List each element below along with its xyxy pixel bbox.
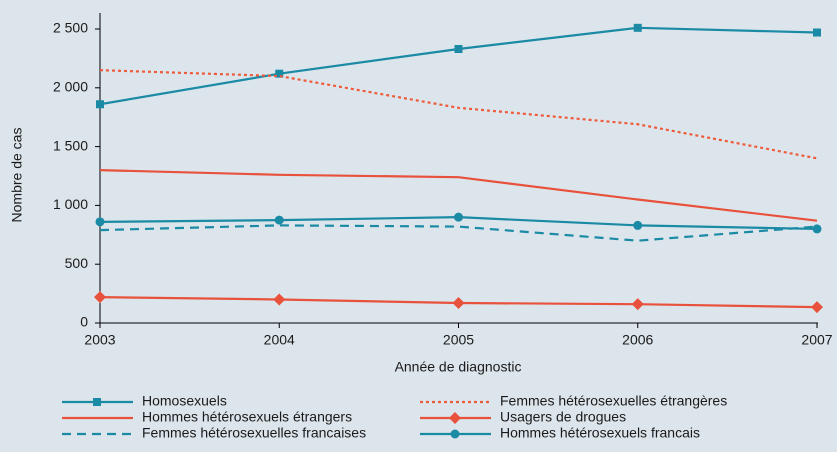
x-tick-label: 2006 bbox=[622, 332, 653, 348]
x-axis-label: Année de diagnostic bbox=[395, 359, 522, 375]
marker bbox=[96, 100, 104, 109]
y-tick-label: 1 500 bbox=[53, 137, 88, 153]
marker bbox=[452, 297, 465, 310]
y-tick-label: 500 bbox=[65, 255, 89, 271]
y-tick-label: 1 000 bbox=[53, 196, 88, 212]
x-tick-label: 2004 bbox=[264, 332, 295, 348]
legend-label: Femmes hétérosexuelles francaises bbox=[142, 425, 366, 441]
y-tick-label: 2 000 bbox=[53, 79, 88, 95]
legend-label: Usagers de drogues bbox=[500, 409, 626, 425]
x-tick-label: 2003 bbox=[84, 332, 115, 348]
x-tick-label: 2005 bbox=[443, 332, 474, 348]
marker bbox=[95, 217, 105, 227]
y-tick-label: 2 500 bbox=[53, 20, 88, 36]
series-line bbox=[99, 69, 818, 160]
marker bbox=[454, 212, 463, 222]
series-line bbox=[99, 169, 818, 222]
marker bbox=[633, 220, 643, 230]
legend-label: Hommes hétérosexuels francais bbox=[500, 425, 700, 441]
legend-marker bbox=[449, 412, 461, 424]
legend-label: Hommes hétérosexuels étrangers bbox=[142, 409, 352, 425]
marker bbox=[275, 69, 284, 78]
marker bbox=[813, 28, 821, 37]
marker bbox=[811, 301, 823, 314]
legend-marker bbox=[93, 398, 101, 406]
x-tick-label: 2007 bbox=[801, 332, 832, 348]
legend-label: Femmes hétérosexuelles étrangères bbox=[500, 393, 727, 409]
marker bbox=[94, 291, 106, 304]
legend-label: Homosexuels bbox=[142, 393, 227, 409]
y-tick-label: 0 bbox=[80, 314, 88, 330]
legend-marker bbox=[450, 429, 460, 439]
marker bbox=[633, 23, 642, 32]
marker bbox=[631, 298, 644, 311]
marker bbox=[273, 293, 286, 306]
marker bbox=[454, 44, 463, 53]
marker bbox=[274, 215, 284, 225]
marker bbox=[812, 224, 822, 234]
y-axis-label: Nombre de cas bbox=[9, 128, 25, 223]
